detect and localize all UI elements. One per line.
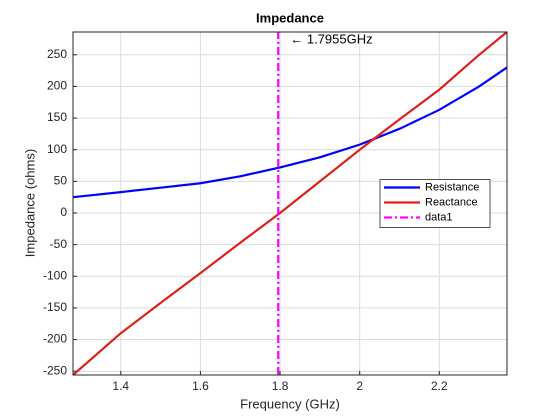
y-tick-label: 100	[47, 142, 67, 156]
legend-label: Resistance	[425, 181, 479, 193]
legend-label: data1	[425, 211, 453, 223]
y-tick-label: 50	[54, 174, 68, 188]
legend-label: Reactance	[425, 196, 478, 208]
chart-title: Impedance	[256, 10, 324, 25]
y-tick-label: -200	[43, 332, 67, 346]
x-tick-label: 2	[356, 379, 363, 393]
x-axis-label: Frequency (GHz)	[240, 396, 340, 411]
axes-box	[72, 31, 508, 376]
annotation: ← 1.7955GHz	[290, 31, 372, 46]
y-tick-label: 250	[47, 47, 67, 61]
y-tick-label: 150	[47, 110, 67, 124]
y-tick-label: -100	[43, 268, 67, 282]
y-tick-label: -150	[43, 300, 67, 314]
y-axis-label: Impedance (ohms)	[22, 149, 37, 257]
y-tick-label: -250	[43, 363, 67, 377]
y-tick-label: 0	[60, 205, 67, 219]
series-line	[72, 31, 508, 376]
x-tick-label: 1.6	[192, 379, 209, 393]
x-tick-label: 1.4	[112, 379, 129, 393]
y-tick-label: -50	[50, 237, 68, 251]
y-tick-label: 200	[47, 79, 67, 93]
series-line	[72, 66, 508, 199]
x-tick-label: 2.2	[431, 379, 448, 393]
x-tick-label: 1.8	[272, 379, 289, 393]
